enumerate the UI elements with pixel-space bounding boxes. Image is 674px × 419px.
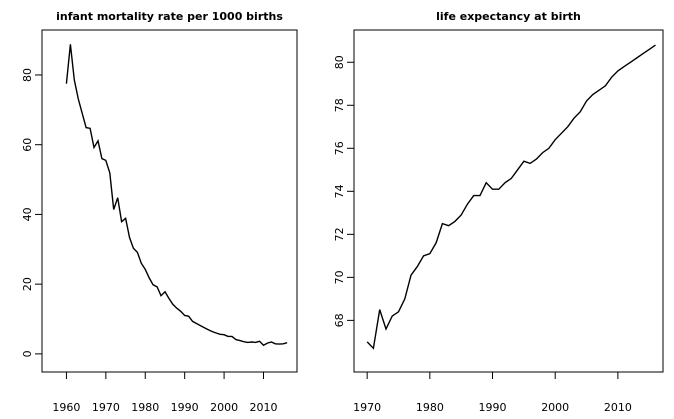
- x-tick-label: 1990: [479, 401, 507, 414]
- y-tick-label: 78: [333, 98, 346, 112]
- y-tick-label: 68: [333, 313, 346, 327]
- y-tick-label: 72: [333, 227, 346, 241]
- y-tick-label: 20: [21, 277, 34, 291]
- chart-title: infant mortality rate per 1000 births: [56, 10, 283, 23]
- x-tick-label: 1980: [416, 401, 444, 414]
- plot-box: [353, 29, 664, 373]
- y-tick-label: 70: [333, 270, 346, 284]
- chart-title: life expectancy at birth: [436, 10, 581, 23]
- x-tick-label: 1970: [353, 401, 381, 414]
- y-tick-label: 74: [333, 184, 346, 198]
- x-tick-label: 1970: [92, 401, 120, 414]
- x-tick-label: 2010: [604, 401, 632, 414]
- y-tick-label: 0: [21, 350, 34, 357]
- x-tick-label: 2000: [541, 401, 569, 414]
- plot-box: [41, 29, 298, 373]
- y-tick-label: 76: [333, 141, 346, 155]
- y-tick-label: 40: [21, 207, 34, 221]
- x-tick-label: 2000: [210, 401, 238, 414]
- x-tick-label: 2010: [249, 401, 277, 414]
- data-line: [65, 44, 288, 347]
- y-tick-label: 80: [21, 68, 34, 82]
- x-tick-label: 1960: [52, 401, 80, 414]
- x-tick-label: 1980: [131, 401, 159, 414]
- x-tick-label: 1990: [171, 401, 199, 414]
- y-tick-label: 80: [333, 55, 346, 69]
- y-tick-label: 60: [21, 138, 34, 152]
- data-line: [366, 44, 656, 350]
